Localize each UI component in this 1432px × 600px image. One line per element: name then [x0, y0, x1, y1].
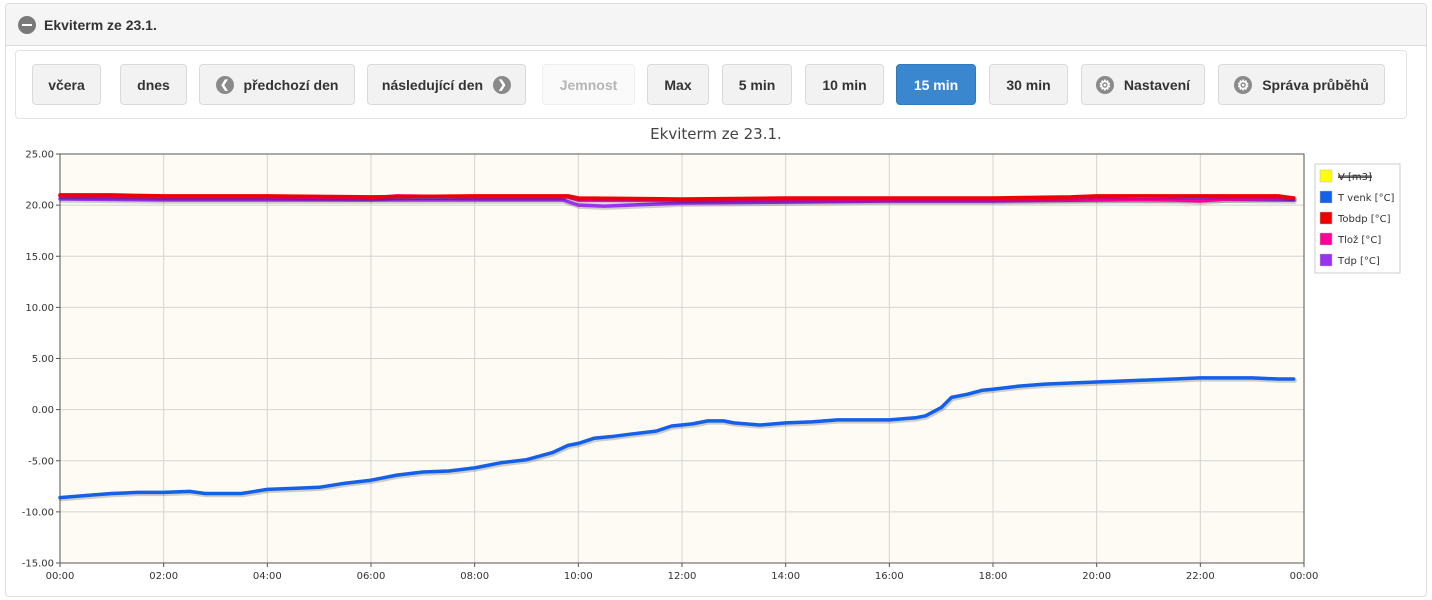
- collapse-icon[interactable]: [18, 15, 36, 34]
- grid: [59, 153, 1305, 564]
- gear-icon: ⚙: [1095, 75, 1114, 94]
- legend-swatch-tlo-c: [1319, 232, 1333, 246]
- x-tick-label: 00:00: [46, 571, 75, 582]
- y-tick-label: 25.00: [25, 150, 54, 161]
- next-day-label: následující den: [381, 76, 484, 93]
- granularity-label: Jemnost: [559, 76, 618, 93]
- 10min-label: 10 min: [822, 76, 867, 93]
- legend-label-v-m3: V [m3]: [1338, 172, 1372, 183]
- x-axis: 00:00 02:00 04:00 06:00 08:00 10:00 12:00 14:00…: [46, 563, 1319, 582]
- yesterday-button[interactable]: včera: [32, 64, 101, 105]
- legend-label-t-venk-c: T venk [°C]: [1337, 193, 1395, 204]
- y-tick-label: -5.00: [28, 456, 54, 467]
- x-tick-label: 18:00: [979, 571, 1008, 582]
- settings-label: Nastavení: [1123, 76, 1191, 93]
- manage-series-button[interactable]: ⚙ Správa průběhů: [1218, 64, 1385, 105]
- y-axis: 25.00 20.00 15.00 10.00 5.00 0.00 -5.00 -10.00 -…: [22, 150, 60, 570]
- series-line-tobdp-c: [58, 193, 1296, 201]
- arrow-left-icon: ❮: [215, 75, 234, 94]
- x-tick-label: 06:00: [357, 571, 386, 582]
- arrow-right-icon: ❯: [493, 75, 512, 94]
- y-tick-label: 20.00: [25, 201, 54, 212]
- y-tick-label: -15.00: [22, 559, 54, 570]
- x-tick-label: 16:00: [875, 571, 904, 582]
- x-tick-label: 08:00: [460, 571, 489, 582]
- 10min-button[interactable]: 10 min: [805, 64, 884, 105]
- today-button[interactable]: dnes: [120, 64, 187, 105]
- 30min-label: 30 min: [1006, 76, 1051, 93]
- 5min-label: 5 min: [738, 76, 776, 93]
- x-tick-label: 14:00: [771, 571, 800, 582]
- previous-day-label: předchozí den: [243, 76, 339, 93]
- next-day-button[interactable]: následující den ❯: [367, 64, 526, 105]
- x-tick-label: 10:00: [564, 571, 593, 582]
- legend-label-tobdp-c: Tobdp [°C]: [1337, 214, 1391, 225]
- x-tick-label: 02:00: [149, 571, 178, 582]
- x-tick-label: 04:00: [253, 571, 282, 582]
- panel-header: Ekviterm ze 23.1.: [6, 4, 1426, 46]
- chart-title: Ekviterm ze 23.1.: [650, 125, 782, 143]
- toolbar: včera dnes ❮ předchozí den následující d…: [15, 50, 1407, 119]
- max-label: Max: [664, 76, 692, 93]
- granularity-button: Jemnost: [542, 64, 635, 105]
- yesterday-label: včera: [48, 76, 85, 93]
- y-tick-label: 10.00: [25, 303, 54, 314]
- 30min-button[interactable]: 30 min: [989, 64, 1068, 105]
- today-label: dnes: [137, 76, 170, 93]
- series-group: [58, 193, 1297, 502]
- manage-series-label: Správa průběhů: [1262, 76, 1369, 93]
- legend-label-tlo-c: Tlož [°C]: [1337, 234, 1381, 246]
- max-button[interactable]: Max: [647, 64, 709, 105]
- legend-swatch-tobdp-c: [1319, 211, 1333, 225]
- y-tick-label: 15.00: [25, 252, 54, 263]
- x-tick-label: 12:00: [668, 571, 697, 582]
- 15min-button[interactable]: 15 min: [896, 64, 976, 105]
- legend-swatch-tdp-c: [1319, 253, 1333, 267]
- previous-day-button[interactable]: ❮ předchozí den: [199, 64, 355, 105]
- gear-icon: ⚙: [1234, 75, 1253, 94]
- x-tick-label: 00:00: [1290, 571, 1319, 582]
- legend-label-tdp-c: Tdp [°C]: [1337, 256, 1380, 267]
- y-tick-label: -10.00: [22, 507, 54, 518]
- y-tick-label: 5.00: [32, 354, 54, 365]
- settings-button[interactable]: ⚙ Nastavení: [1081, 64, 1205, 105]
- legend-swatch-v-m3: [1319, 169, 1333, 183]
- 5min-button[interactable]: 5 min: [722, 64, 792, 105]
- legend-swatch-t-venk-c: [1319, 190, 1333, 204]
- panel-title: Ekviterm ze 23.1.: [44, 16, 157, 33]
- y-tick-label: 0.00: [32, 405, 54, 416]
- legend: V [m3] T venk [°C] Tobdp [°C] Tlož [°C] Tdp …: [1314, 163, 1401, 274]
- series-line-t-venk-c: [58, 376, 1296, 500]
- x-tick-label: 22:00: [1186, 571, 1215, 582]
- 15min-label: 15 min: [913, 76, 959, 93]
- x-tick-label: 20:00: [1082, 571, 1111, 582]
